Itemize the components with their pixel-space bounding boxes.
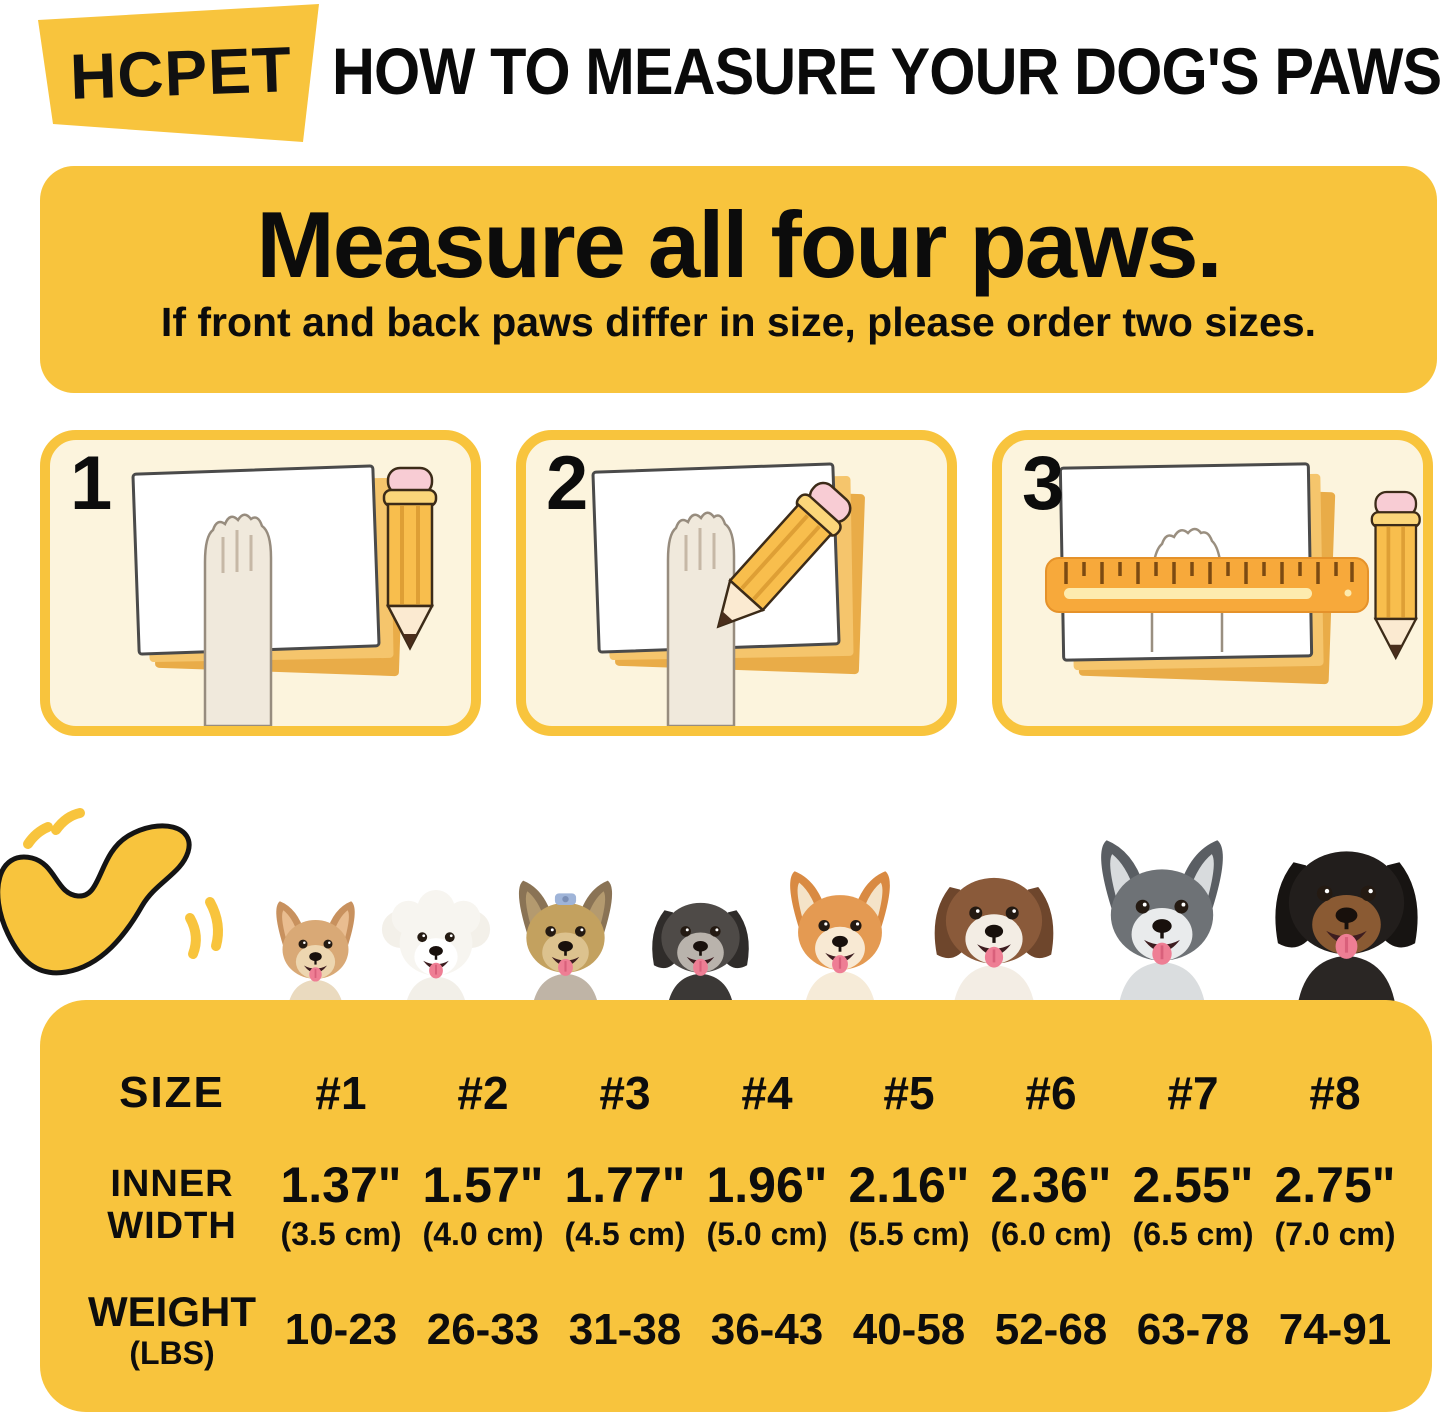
weight-value: 31-38 <box>568 1305 682 1354</box>
size-value: #1 <box>315 1067 367 1119</box>
inner-width-cm: (3.5 cm) <box>280 1216 402 1253</box>
inner-width-inches: 1.96" <box>706 1157 828 1214</box>
inner-width-cm: (6.5 cm) <box>1132 1216 1254 1253</box>
weight-values: 10-23 26-33 31-38 36-43 40-58 52-68 63-78 74-91 <box>270 1305 1406 1355</box>
inner-width-inches: 1.37" <box>280 1157 402 1214</box>
step-number: 3 <box>1022 441 1065 526</box>
weight-value: 26-33 <box>426 1305 540 1354</box>
inner-width-cm: (7.0 cm) <box>1274 1216 1396 1253</box>
hero-subheading: If front and back paws differ in size, p… <box>160 298 1317 345</box>
size-value: #6 <box>1025 1067 1077 1119</box>
size-row-label: SIZE <box>119 1067 225 1117</box>
weight-value: 52-68 <box>994 1305 1108 1354</box>
inner-width-value: 1.57" (4.0 cm) <box>412 1158 554 1253</box>
inner-width-inches: 2.36" <box>990 1157 1112 1214</box>
weight-row-label: WEIGHT (LBS) <box>88 1288 256 1371</box>
inner-width-inches: 1.77" <box>564 1157 686 1214</box>
inner-width-cm: (6.0 cm) <box>990 1216 1112 1253</box>
dog-photo-shiba-inu <box>789 871 890 1012</box>
weight-value: 36-43 <box>710 1305 824 1354</box>
weight-value: 63-78 <box>1136 1305 1250 1354</box>
size-value: #5 <box>883 1067 935 1119</box>
inner-width-inches: 2.75" <box>1274 1157 1396 1214</box>
inner-width-cm: (4.0 cm) <box>422 1216 544 1253</box>
dog-breed-row <box>262 806 1440 1012</box>
hero-banner: Measure all four paws. If front and back… <box>40 166 1437 393</box>
dog-photo-bichon-frise <box>381 889 490 1012</box>
dog-photo-alaskan-malamute <box>1101 840 1224 1012</box>
dog-photo-chihuahua <box>276 901 355 1012</box>
dog-photo-australian-shepherd <box>934 877 1053 1012</box>
page-title: HOW TO MEASURE YOUR DOG'S PAWS <box>332 34 1442 108</box>
logo-text: HCPET <box>68 33 294 113</box>
inner-width-value: 2.16" (5.5 cm) <box>838 1158 980 1253</box>
weight-value: 40-58 <box>852 1305 966 1354</box>
step-card-1: 1 <box>40 430 481 736</box>
inner-width-value: 1.96" (5.0 cm) <box>696 1158 838 1253</box>
inner-width-row-label: INNER WIDTH <box>107 1163 237 1247</box>
paw-on-paper-illustration <box>131 464 438 726</box>
size-row: SIZE #1 #2 #3 #4 #5 #6 #7 #8 <box>74 1054 1406 1132</box>
weight-value: 74-91 <box>1278 1305 1392 1354</box>
inner-width-value: 2.75" (7.0 cm) <box>1264 1158 1406 1253</box>
dog-photo-miniature-schnauzer <box>652 902 749 1012</box>
inner-width-inches: 1.57" <box>422 1157 544 1214</box>
step-card-2: 2 <box>516 430 957 736</box>
logo-background-shape <box>38 4 319 142</box>
trace-paw-illustration <box>591 462 865 726</box>
inner-width-cm: (5.0 cm) <box>706 1216 828 1253</box>
measure-ruler-illustration <box>1045 462 1421 685</box>
inner-width-values: 1.37" (3.5 cm) 1.57" (4.0 cm) 1.77" (4.5 cm) 1… <box>270 1158 1406 1253</box>
size-chart: SIZE #1 #2 #3 #4 #5 #6 #7 #8 INNER WIDTH 1.37"(… <box>40 1000 1432 1412</box>
size-value: #4 <box>741 1067 793 1119</box>
size-value: #7 <box>1167 1067 1219 1119</box>
dog-photo-rottweiler <box>1275 851 1418 1012</box>
hero-heading: Measure all four paws. <box>256 192 1222 297</box>
inner-width-inches: 2.16" <box>848 1157 970 1214</box>
inner-width-inches: 2.55" <box>1132 1157 1254 1214</box>
inner-width-row: INNER WIDTH 1.37" (3.5 cm) 1.57" (4.0 cm) 1.… <box>74 1154 1406 1258</box>
swoosh-decoration <box>0 806 234 1011</box>
size-value: #8 <box>1309 1067 1361 1119</box>
size-value: #2 <box>457 1067 509 1119</box>
size-values: #1 #2 #3 #4 #5 #6 #7 #8 <box>270 1066 1406 1120</box>
step-number: 1 <box>70 441 113 526</box>
inner-width-value: 1.37" (3.5 cm) <box>270 1158 412 1253</box>
brand-logo: HCPET <box>35 2 325 144</box>
dog-photo-yorkshire-terrier <box>519 880 613 1012</box>
weight-row: WEIGHT (LBS) 10-23 26-33 31-38 36-43 40-58 52… <box>74 1282 1406 1378</box>
inner-width-value: 2.55" (6.5 cm) <box>1122 1158 1264 1253</box>
step-card-3: 3 <box>992 430 1433 736</box>
inner-width-value: 1.77" (4.5 cm) <box>554 1158 696 1253</box>
weight-value: 10-23 <box>284 1305 398 1354</box>
step-number: 2 <box>546 441 589 526</box>
size-value: #3 <box>599 1067 651 1119</box>
inner-width-value: 2.36" (6.0 cm) <box>980 1158 1122 1253</box>
inner-width-cm: (4.5 cm) <box>564 1216 686 1253</box>
inner-width-cm: (5.5 cm) <box>848 1216 970 1253</box>
